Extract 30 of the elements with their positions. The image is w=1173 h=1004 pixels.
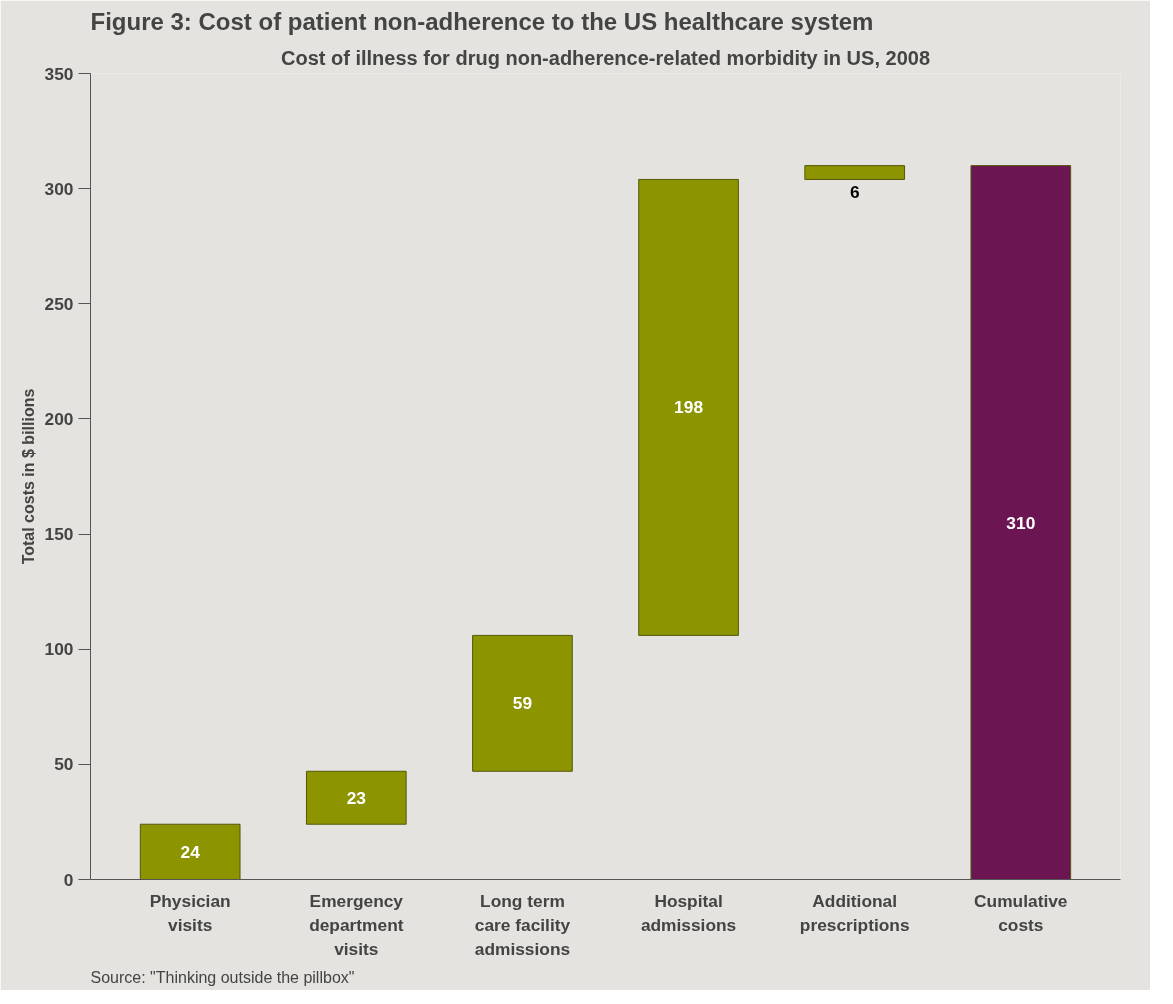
y-tick-label: 300 <box>44 178 74 199</box>
y-tick-label: 0 <box>63 869 74 890</box>
data-label: 6 <box>849 181 860 202</box>
data-label: 310 <box>1006 512 1036 533</box>
x-tick-label: Emergency department visits <box>309 890 404 959</box>
bar <box>638 178 739 636</box>
chart-subtitle: Cost of illness for drug non-adherence-related morbidity in US, 2008 <box>281 46 931 69</box>
data-label: 24 <box>180 841 201 862</box>
y-axis-title: Total costs in $ billions <box>19 388 37 565</box>
y-tick-label: 100 <box>44 639 74 660</box>
data-label: 198 <box>674 397 704 418</box>
x-tick-label: Cumulative costs <box>974 890 1068 935</box>
y-tick-label: 200 <box>44 408 74 429</box>
x-tick-label: Long term care facility admissions <box>474 890 571 959</box>
bar <box>472 634 573 772</box>
y-tick-label: 50 <box>54 754 74 775</box>
data-label: 59 <box>512 693 533 714</box>
y-tick-label: 150 <box>44 524 74 545</box>
x-tick-label: Physician visits <box>149 890 231 935</box>
source-note: Source: "Thinking outside the pillbox" <box>90 968 355 986</box>
data-label: 23 <box>346 787 367 808</box>
bar <box>139 823 241 880</box>
bar <box>305 770 407 825</box>
y-tick-label: 250 <box>44 293 74 314</box>
y-tick-label: 350 <box>44 63 74 84</box>
x-tick-label: Additional prescriptions <box>799 890 910 935</box>
x-tick-label: Hospital admissions <box>640 890 737 935</box>
bar <box>804 165 906 180</box>
bar <box>970 165 1072 880</box>
chart-title: Figure 3: Cost of patient non-adherence to the US healthcare system <box>90 7 874 35</box>
